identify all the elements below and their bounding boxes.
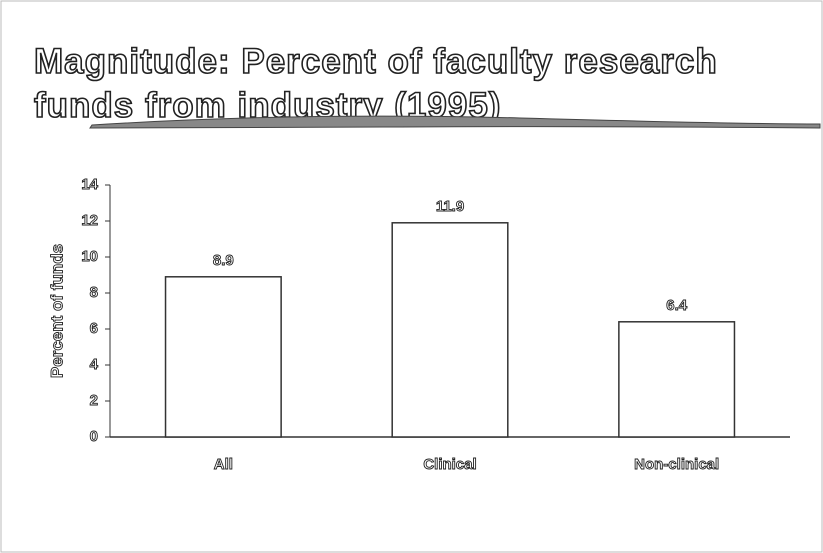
y-tick-label: 4 [90, 356, 99, 373]
y-tick-label: 0 [90, 428, 98, 445]
y-axis-label: Percent of funds [47, 244, 66, 378]
x-tick-label: Clinical [423, 456, 476, 473]
title-underline [89, 115, 821, 129]
y-tick-label: 8 [90, 284, 98, 301]
chart-title: Magnitude: Percent of faculty research f… [33, 41, 718, 126]
y-tick-label: 14 [81, 176, 98, 193]
bar [164, 276, 282, 438]
value-label: 8.9 [213, 252, 234, 269]
y-tick-label: 10 [81, 248, 98, 265]
bar [618, 321, 736, 438]
y-tick-label: 6 [90, 320, 98, 337]
value-label: 11.9 [436, 198, 464, 215]
value-label: 6.4 [666, 297, 688, 314]
y-tick-label: 12 [81, 212, 98, 229]
bar [391, 222, 509, 438]
x-tick-label: Non-clinical [634, 456, 719, 473]
y-tick-label: 2 [90, 392, 98, 409]
x-tick-label: All [214, 456, 233, 473]
